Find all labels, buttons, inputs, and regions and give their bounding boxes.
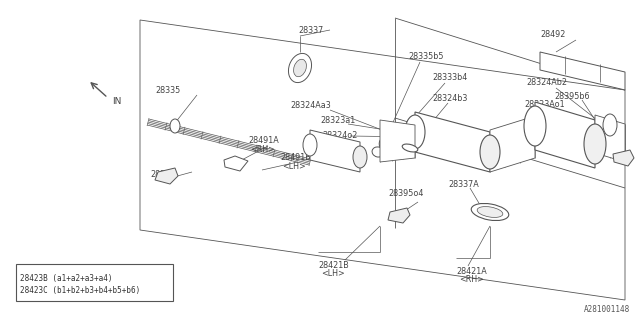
Polygon shape bbox=[388, 208, 410, 223]
Text: 28324Ab2: 28324Ab2 bbox=[526, 77, 567, 86]
Ellipse shape bbox=[471, 204, 509, 220]
Ellipse shape bbox=[584, 124, 606, 164]
Text: 28423B (a1+a2+a3+a4): 28423B (a1+a2+a3+a4) bbox=[20, 274, 113, 283]
Ellipse shape bbox=[289, 53, 312, 83]
Text: <RH>: <RH> bbox=[459, 276, 484, 284]
Text: 28333b4: 28333b4 bbox=[432, 73, 467, 82]
Ellipse shape bbox=[383, 139, 397, 151]
Ellipse shape bbox=[372, 147, 384, 157]
Ellipse shape bbox=[303, 134, 317, 156]
Polygon shape bbox=[540, 52, 625, 90]
Polygon shape bbox=[613, 150, 634, 166]
Ellipse shape bbox=[524, 106, 546, 146]
Text: 28492: 28492 bbox=[540, 29, 565, 38]
Text: 28337: 28337 bbox=[298, 26, 323, 35]
Ellipse shape bbox=[603, 114, 617, 136]
Text: 28395: 28395 bbox=[150, 170, 175, 179]
Text: 28421A: 28421A bbox=[456, 267, 487, 276]
Text: IN: IN bbox=[112, 97, 122, 106]
Ellipse shape bbox=[402, 144, 418, 152]
Text: 28421B: 28421B bbox=[318, 260, 349, 269]
Text: 28491A: 28491A bbox=[248, 135, 279, 145]
Text: 28395o4: 28395o4 bbox=[388, 189, 424, 198]
Polygon shape bbox=[380, 120, 415, 162]
Ellipse shape bbox=[353, 146, 367, 168]
Text: 28491B: 28491B bbox=[280, 153, 311, 162]
Polygon shape bbox=[595, 115, 625, 162]
Ellipse shape bbox=[480, 135, 500, 169]
Polygon shape bbox=[535, 102, 595, 168]
Text: 28324o2: 28324o2 bbox=[322, 131, 357, 140]
Text: 28323Ao1: 28323Ao1 bbox=[524, 100, 564, 108]
Text: 28324b3: 28324b3 bbox=[432, 93, 467, 102]
Text: <LH>: <LH> bbox=[321, 269, 345, 278]
Polygon shape bbox=[140, 20, 625, 300]
Ellipse shape bbox=[294, 59, 307, 77]
Polygon shape bbox=[415, 112, 490, 172]
Text: 28324Aa3: 28324Aa3 bbox=[290, 100, 331, 109]
Text: 28335: 28335 bbox=[155, 85, 180, 94]
Ellipse shape bbox=[380, 136, 401, 154]
Polygon shape bbox=[310, 130, 360, 172]
Polygon shape bbox=[155, 168, 178, 184]
Text: 28323a1: 28323a1 bbox=[320, 116, 355, 124]
Text: 28423C (b1+b2+b3+b4+b5+b6): 28423C (b1+b2+b3+b4+b5+b6) bbox=[20, 286, 140, 295]
Text: <RH>: <RH> bbox=[250, 145, 275, 154]
Text: 28395b6: 28395b6 bbox=[554, 92, 589, 100]
Polygon shape bbox=[490, 116, 535, 172]
Ellipse shape bbox=[405, 115, 425, 149]
Text: 28335b5: 28335b5 bbox=[408, 52, 444, 60]
Bar bbox=[16, 264, 173, 301]
Text: 28337A: 28337A bbox=[448, 180, 479, 188]
Ellipse shape bbox=[170, 119, 180, 133]
Text: A281001148: A281001148 bbox=[584, 306, 630, 315]
Polygon shape bbox=[224, 156, 248, 171]
Text: <LH>: <LH> bbox=[282, 162, 306, 171]
Ellipse shape bbox=[477, 207, 503, 217]
